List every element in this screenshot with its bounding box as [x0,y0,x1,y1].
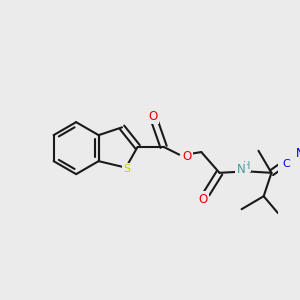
Text: O: O [198,193,207,206]
Text: H: H [243,161,250,171]
Text: N: N [237,163,245,176]
Text: C: C [283,159,291,169]
Text: S: S [123,164,130,175]
Text: O: O [182,150,191,163]
Text: N: N [296,147,300,160]
Text: O: O [148,110,157,123]
